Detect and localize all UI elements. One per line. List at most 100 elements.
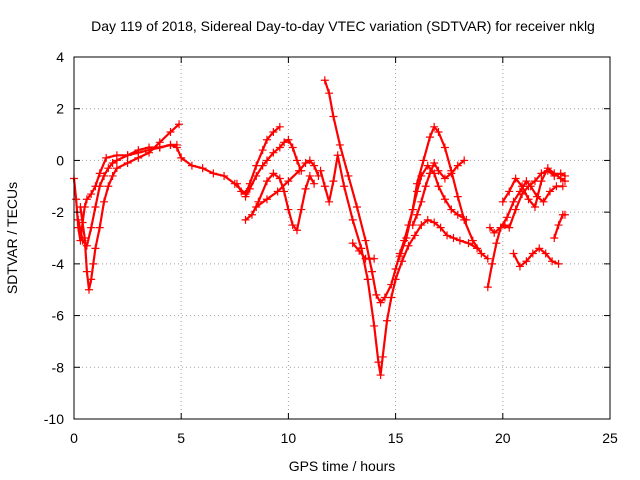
data-point	[430, 122, 439, 131]
series-sat-g	[252, 156, 323, 211]
series-line	[319, 154, 479, 377]
data-point	[78, 236, 87, 245]
data-point	[560, 210, 569, 219]
data-point	[509, 197, 518, 206]
data-point	[425, 133, 434, 142]
data-point	[408, 205, 417, 214]
data-point	[363, 275, 372, 284]
data-point	[262, 156, 271, 165]
data-point	[95, 169, 104, 178]
data-point	[530, 202, 539, 211]
data-point	[284, 135, 293, 144]
data-point	[166, 127, 175, 136]
data-point	[82, 267, 91, 276]
data-point	[262, 195, 271, 204]
data-point	[123, 159, 132, 168]
data-point	[104, 164, 113, 173]
data-point	[413, 210, 422, 219]
data-point	[503, 213, 512, 222]
data-point	[413, 179, 422, 188]
data-point	[541, 249, 550, 258]
y-tick-label: -10	[44, 411, 64, 427]
data-point	[247, 210, 256, 219]
data-point	[76, 202, 85, 211]
data-point	[258, 146, 267, 155]
data-point	[325, 89, 334, 98]
data-point	[301, 159, 310, 168]
series-line	[77, 143, 247, 247]
data-point	[376, 371, 385, 380]
data-point	[262, 177, 271, 186]
y-tick-label: 4	[56, 49, 64, 65]
data-point	[410, 231, 419, 240]
data-point	[378, 352, 387, 361]
data-point	[288, 221, 297, 230]
data-point	[85, 285, 94, 294]
series-line	[512, 247, 560, 268]
data-point	[509, 249, 518, 258]
data-point	[524, 195, 533, 204]
chart-title: Day 119 of 2018, Sidereal Day-to-day VTE…	[91, 18, 595, 34]
data-point	[325, 197, 334, 206]
data-point	[449, 234, 458, 242]
data-point	[550, 169, 559, 178]
data-point	[82, 241, 91, 250]
data-point	[269, 127, 278, 136]
plot-frame	[73, 56, 611, 420]
data-point	[112, 156, 121, 165]
data-point	[483, 254, 492, 263]
series-sat-h	[316, 151, 482, 380]
data-point	[95, 223, 104, 232]
data-point	[460, 215, 469, 224]
data-point	[353, 202, 362, 211]
data-point	[134, 148, 143, 157]
data-point	[104, 182, 113, 191]
data-point	[273, 187, 282, 196]
data-point	[496, 223, 505, 232]
data-point	[284, 177, 293, 186]
data-point	[301, 184, 310, 193]
data-point	[333, 151, 342, 160]
series-line	[351, 242, 376, 260]
grid-layer	[74, 57, 610, 419]
data-point	[488, 259, 497, 268]
data-point	[490, 228, 499, 237]
data-point	[91, 244, 100, 253]
data-point	[172, 143, 181, 152]
data-point	[477, 249, 486, 258]
series-sat-j	[348, 239, 379, 263]
series-sat-d	[232, 122, 284, 199]
data-point	[447, 169, 456, 178]
data-point	[82, 195, 91, 204]
series-line	[323, 79, 468, 304]
data-point	[434, 127, 443, 136]
series-layer	[70, 76, 569, 380]
data-point	[515, 262, 524, 271]
data-point	[464, 239, 473, 248]
data-point	[423, 161, 432, 170]
data-point	[498, 197, 507, 206]
data-point	[511, 174, 520, 183]
data-point	[374, 358, 383, 367]
data-point	[434, 166, 443, 175]
data-point	[355, 246, 364, 255]
x-tick-label: 10	[281, 430, 297, 446]
data-point	[380, 293, 389, 302]
data-point	[453, 161, 462, 170]
data-point	[395, 252, 404, 261]
data-point	[417, 221, 426, 230]
data-point	[72, 195, 81, 204]
data-point	[443, 231, 452, 240]
data-point	[155, 143, 164, 152]
data-point	[535, 244, 544, 253]
series-sat-i	[320, 76, 471, 307]
data-point	[370, 254, 379, 263]
data-point	[453, 192, 462, 201]
data-point	[539, 197, 548, 206]
data-point	[485, 223, 494, 232]
series-sat-f	[241, 169, 319, 235]
data-point	[515, 187, 524, 196]
y-tick-label: 0	[56, 152, 64, 168]
data-point	[275, 174, 284, 183]
data-point	[310, 161, 319, 170]
